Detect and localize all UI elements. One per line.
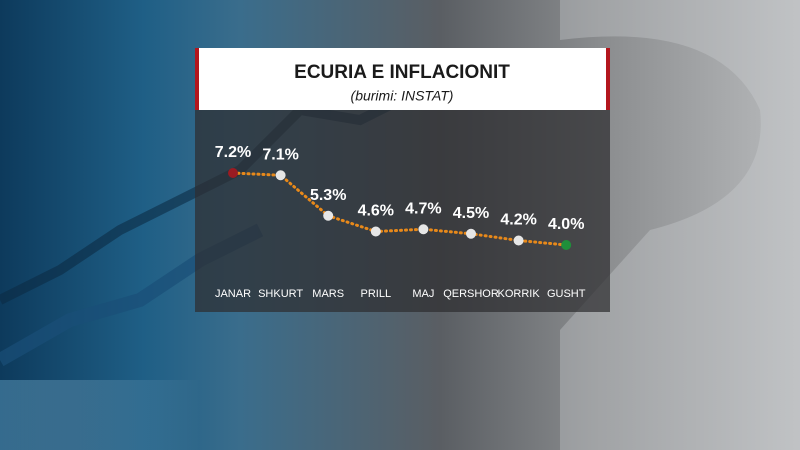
value-label: 7.1% bbox=[262, 146, 298, 163]
point bbox=[228, 168, 238, 178]
value-label: 4.6% bbox=[358, 203, 394, 220]
x-tick-label: MAJ bbox=[412, 288, 434, 300]
chart-panel bbox=[195, 110, 610, 312]
point bbox=[275, 170, 286, 181]
point bbox=[513, 235, 524, 246]
x-tick-label: PRILL bbox=[361, 288, 392, 300]
point bbox=[370, 226, 381, 237]
value-label: 4.5% bbox=[453, 205, 489, 222]
chart-subtitle: (burimi: INSTAT) bbox=[351, 88, 454, 104]
title-box bbox=[195, 48, 610, 110]
point bbox=[323, 210, 334, 221]
chart-title: ECURIA E INFLACIONIT bbox=[294, 62, 510, 83]
value-label: 5.3% bbox=[310, 187, 346, 204]
line bbox=[231, 171, 568, 247]
x-tick-label: QERSHOR bbox=[443, 288, 499, 300]
point bbox=[561, 240, 572, 250]
title-accent bbox=[606, 48, 610, 110]
x-tick-label: MARS bbox=[312, 288, 344, 300]
point bbox=[418, 224, 429, 235]
x-tick-label: JANAR bbox=[215, 288, 251, 300]
point bbox=[466, 228, 476, 239]
x-tick-label: GUSHT bbox=[547, 288, 586, 300]
value-label: 4.0% bbox=[548, 216, 584, 233]
title-accent bbox=[195, 48, 199, 110]
value-label: 4.2% bbox=[500, 212, 536, 229]
value-label: 4.7% bbox=[405, 200, 441, 217]
x-tick-label: KORRIK bbox=[498, 288, 541, 300]
x-tick-label: SHKURT bbox=[258, 288, 303, 300]
value-label: 7.2% bbox=[215, 144, 251, 161]
